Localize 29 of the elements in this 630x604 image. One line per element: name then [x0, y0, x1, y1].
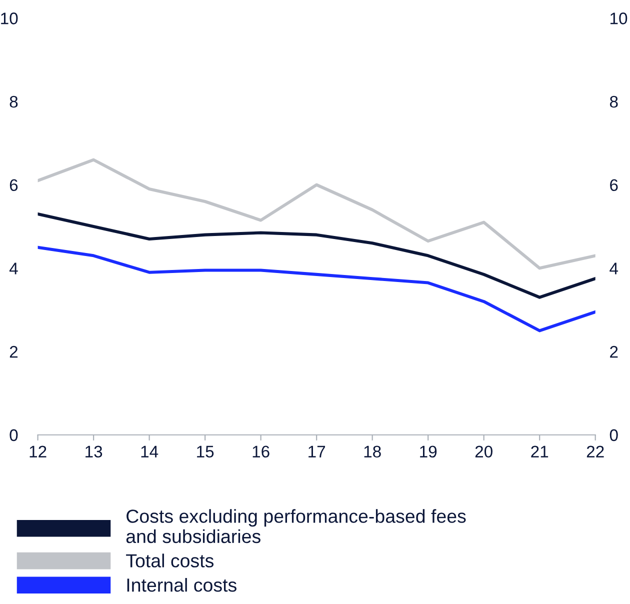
line-series	[38, 212, 596, 299]
line-series	[38, 158, 596, 270]
y-tick-label: 0	[10, 429, 18, 442]
x-tick-label: 16	[252, 446, 270, 458]
y-tick-label: 4	[9, 262, 18, 274]
y2-tick-label: 4	[610, 262, 618, 274]
legend-label: Total costs	[126, 554, 214, 568]
x-tick-label: 18	[364, 446, 381, 458]
y2-tick-label: 10	[610, 12, 628, 24]
y-tick-label: 8	[10, 96, 18, 108]
x-tick-label: 14	[141, 446, 158, 458]
line-series	[38, 246, 596, 332]
y2-tick-label: 2	[610, 346, 618, 358]
y2-tick-label: 8	[610, 96, 618, 108]
legend-label: Internal costs	[127, 578, 236, 592]
y2-tick-label: 6	[610, 179, 618, 192]
x-tick-label: 21	[531, 446, 548, 458]
x-tick-label: 15	[197, 446, 214, 458]
y2-tick-label: 0	[610, 429, 618, 442]
x-tick-label: 17	[308, 446, 326, 458]
x-tick-label: 13	[86, 446, 102, 458]
y-tick-label: 10	[1, 12, 18, 24]
x-tick-label: 12	[30, 446, 46, 458]
x-tick-label: 19	[420, 446, 437, 458]
y-tick-label: 6	[10, 179, 18, 192]
legend-label: Costs excluding performance-based fees and subsidiaries	[126, 509, 466, 544]
x-tick-label: 22	[586, 446, 604, 458]
x-tick-label: 20	[475, 446, 492, 458]
y-tick-label: 2	[10, 346, 18, 358]
